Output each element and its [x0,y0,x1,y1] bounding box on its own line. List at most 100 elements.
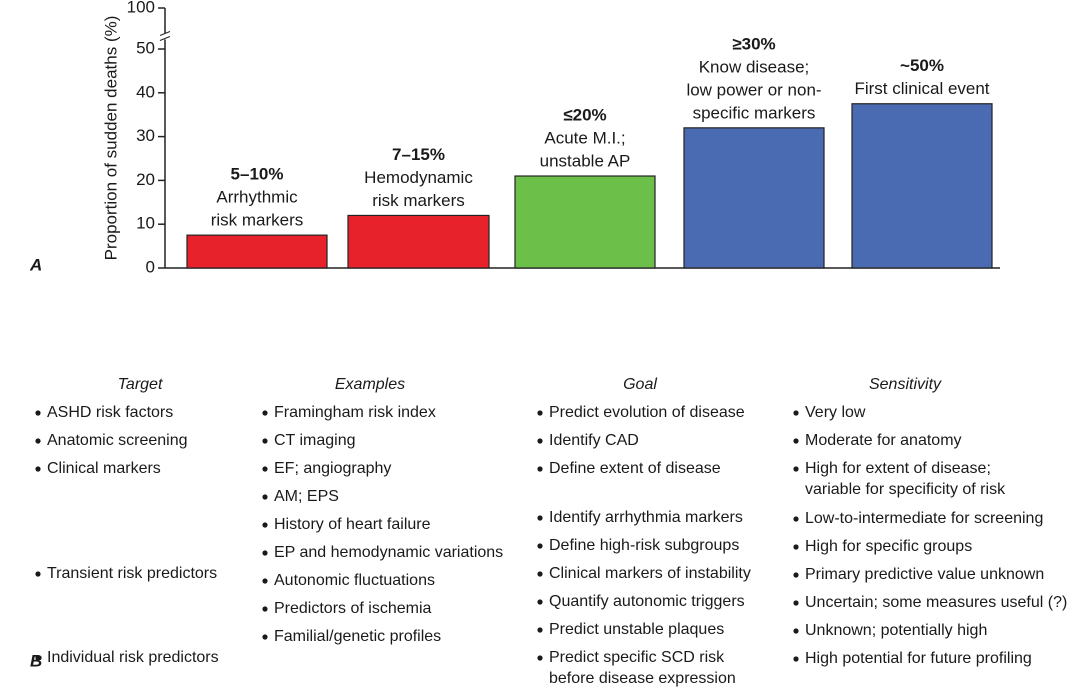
bar-label: Hemodynamic [364,168,473,187]
column-header: Target [118,376,163,393]
y-tick-label: 100 [127,0,155,16]
bullet [537,655,543,661]
bullet [262,494,268,500]
bullet [793,544,799,550]
bullet [262,578,268,584]
table-item: Identify CAD [549,432,639,449]
table-item: Quantify autonomic triggers [549,593,745,610]
bullet [35,466,41,472]
bar-label-title: ≤20% [563,106,606,125]
table-item: Predictors of ischemia [274,600,431,617]
bullet [262,606,268,612]
y-tick-label: 50 [136,38,155,57]
bullet [262,466,268,472]
table-item: Individual risk predictors [47,649,219,666]
bullet [262,438,268,444]
bullet [537,438,543,444]
axis-break [159,31,171,41]
bullet [262,550,268,556]
bullet [793,516,799,522]
table-item: Moderate for anatomy [805,432,962,449]
bullet [537,410,543,416]
y-tick-label: 40 [136,82,155,101]
table-item: Predict unstable plaques [549,621,724,638]
table-item: Identify arrhythmia markers [549,509,743,526]
table-item: ASHD risk factors [47,404,173,421]
panel-label: B [30,651,42,670]
table-item: Clinical markers [47,460,161,477]
bullet [793,656,799,662]
bar-label-title: ~50% [900,56,944,75]
bullet [262,410,268,416]
bar [683,127,825,269]
bullet [537,599,543,605]
column-header: Goal [623,376,657,393]
table-item: EP and hemodynamic variations [274,544,503,561]
table-item: Autonomic fluctuations [274,572,435,589]
table-item: Primary predictive value unknown [805,566,1044,583]
table-item: High for specific groups [805,538,972,555]
bar-label-title: ≥30% [732,34,775,53]
bar [347,214,490,269]
bar [186,234,328,269]
table-item: CT imaging [274,432,356,449]
table-item: Very low [805,404,866,421]
table-item: AM; EPS [274,488,339,505]
table-item: Framingham risk index [274,404,436,421]
table-item: High potential for future profiling [805,650,1032,667]
table-item: Uncertain; some measures useful (?) [805,594,1067,611]
y-axis-label: Proportion of sudden deaths (%) [101,16,120,261]
panel-label: A [29,255,42,274]
bullet [262,634,268,640]
bullet [793,600,799,606]
bullet [35,410,41,416]
y-tick-label: 20 [136,170,155,189]
bar [851,103,993,269]
bar-label-title: 7–15% [392,145,445,164]
table-item: Low-to-intermediate for screening [805,510,1043,527]
bar-label: Acute M.I.; [544,129,625,148]
table-item: Familial/genetic profiles [274,628,441,645]
y-tick-label: 30 [136,126,155,145]
bullet [35,571,41,577]
bullet [793,572,799,578]
table-item: before disease expression [549,670,736,687]
bar-label-title: 5–10% [231,165,284,184]
y-tick-label: 0 [146,257,155,276]
table-item: Define extent of disease [549,460,721,477]
table-item: EF; angiography [274,460,391,477]
table-item: Transient risk predictors [47,565,217,582]
table-item: Define high-risk subgroups [549,537,739,554]
bullet [537,543,543,549]
y-tick-label: 10 [136,214,155,233]
bullet [537,515,543,521]
bar [514,175,656,269]
bar-label: First clinical event [854,79,989,98]
table-item: Predict specific SCD risk [549,649,725,666]
bar-label: Arrhythmic [216,188,298,207]
bullet [537,627,543,633]
bar-label: Know disease; [699,57,810,76]
bullet [793,410,799,416]
table-item: Anatomic screening [47,432,188,449]
table-item: variable for specificity of risk [805,481,1006,498]
bullet [793,628,799,634]
bullet [262,522,268,528]
bar-label: specific markers [693,103,816,122]
bullet [35,655,41,661]
bullet [793,466,799,472]
table-item: History of heart failure [274,516,431,533]
table-item: Predict evolution of disease [549,404,745,421]
bullet [35,438,41,444]
bar-label: risk markers [372,191,465,210]
table-item: Unknown; potentially high [805,622,987,639]
bullet [537,466,543,472]
bar-label: unstable AP [540,152,631,171]
bullet [537,571,543,577]
bullet [793,438,799,444]
table-item: Clinical markers of instability [549,565,751,582]
column-header: Sensitivity [869,376,942,393]
axis-break [161,33,169,40]
column-header: Examples [335,376,405,393]
